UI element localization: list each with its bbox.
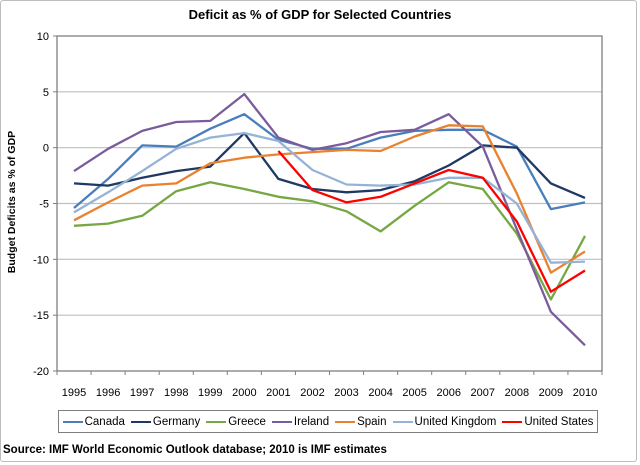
chart-title: Deficit as % of GDP for Selected Countri… (188, 7, 452, 22)
legend-swatch (130, 420, 151, 423)
legend-item: Ireland (271, 415, 330, 428)
y-tick-label: -10 (33, 254, 49, 266)
series-line-germany (73, 131, 586, 199)
source-note: Source: IMF World Economic Outlook datab… (3, 444, 387, 456)
legend-label: Greece (228, 415, 266, 428)
x-tick-label: 2002 (300, 387, 324, 399)
legend-swatch (502, 420, 523, 423)
x-tick-label: 2007 (471, 387, 495, 399)
x-tick-label: 1997 (130, 387, 154, 399)
legend-label: United States (524, 415, 594, 428)
axes (53, 35, 603, 375)
series-line-united-kingdom (73, 131, 586, 264)
series-lines (73, 92, 587, 347)
x-tick-label: 2009 (539, 387, 563, 399)
x-tick-label: 2010 (573, 387, 597, 399)
legend-item: United Kingdom (392, 415, 497, 428)
y-tick-label: 5 (43, 87, 49, 99)
legend-item: Spain (335, 415, 387, 428)
y-tick-label: 10 (37, 31, 49, 43)
legend-label: Canada (84, 415, 125, 428)
x-tick-label: 2000 (232, 387, 256, 399)
legend-swatch (392, 420, 413, 423)
x-tick-label: 2008 (505, 387, 529, 399)
x-tick-label: 1996 (96, 387, 120, 399)
series-line-united-states (277, 150, 586, 293)
legend-item: Germany (130, 415, 201, 428)
legend-swatch (62, 420, 83, 423)
y-tick-label: -20 (33, 366, 49, 378)
x-tick-label: 1998 (164, 387, 188, 399)
legend-item: Canada (62, 415, 125, 428)
legend-label: Ireland (293, 415, 330, 428)
x-tick-label: 2005 (402, 387, 426, 399)
x-tick-label: 2004 (368, 387, 392, 399)
legend-label: Spain (357, 415, 387, 428)
legend-swatch (271, 420, 292, 423)
series-line-ireland (73, 92, 586, 347)
legend-swatch (206, 420, 227, 423)
legend-swatch (335, 420, 356, 423)
legend-label: Germany (152, 415, 201, 428)
series-line-spain (73, 124, 586, 274)
legend: Canada Germany Greece Ireland Spain United Ki… (58, 410, 598, 433)
x-tick-label: 2001 (266, 387, 290, 399)
x-tick-label: 2006 (436, 387, 460, 399)
y-tick-label: -15 (33, 310, 49, 322)
y-tick-label: 0 (43, 143, 49, 155)
x-tick-label: 1999 (198, 387, 222, 399)
series-line-greece (73, 181, 587, 301)
legend-item: United States (502, 416, 593, 428)
x-tick-label: 1995 (62, 387, 86, 399)
series-line-canada (73, 113, 586, 211)
tick-labels: 10 5 0 -5 -10 -15 -20 1995 1996 1997 1998 1999 2000 2… (33, 31, 597, 399)
x-tick-label: 2003 (334, 387, 358, 399)
legend-label: United Kingdom (414, 415, 497, 428)
y-tick-label: -5 (39, 199, 49, 211)
legend-item: Greece (206, 416, 266, 428)
